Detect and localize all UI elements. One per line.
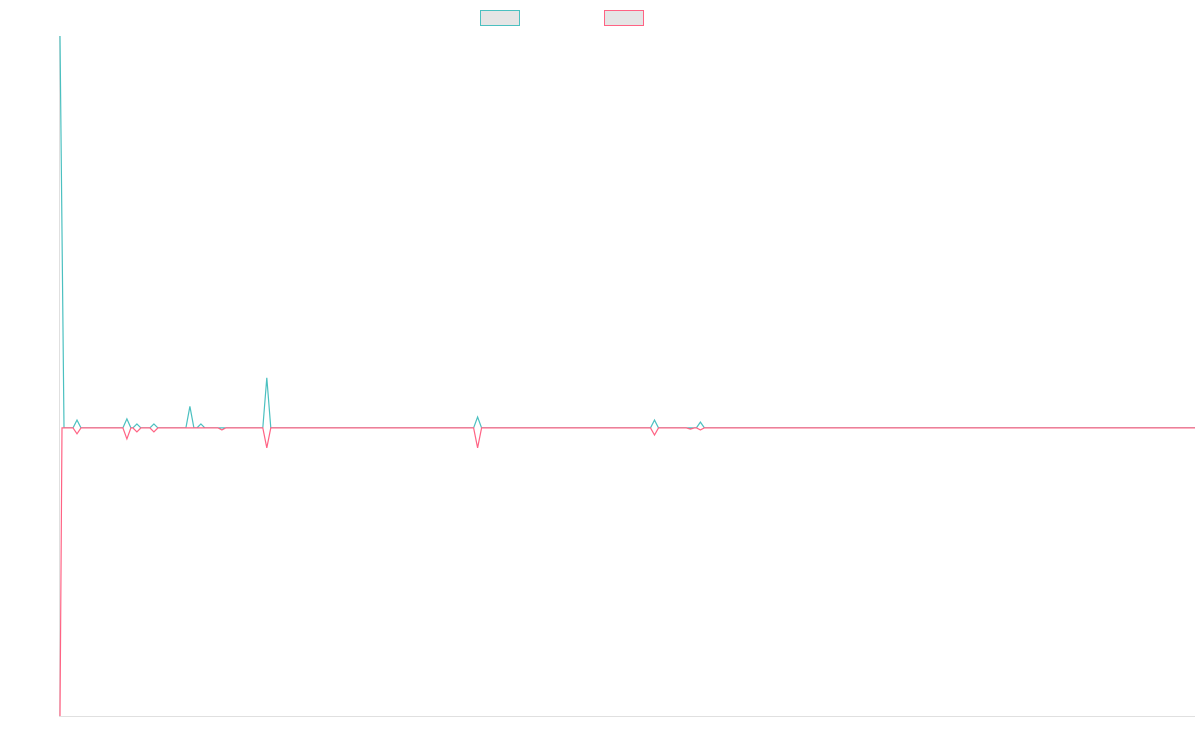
series-line-2 [59, 427, 1195, 717]
legend-item-series-1[interactable] [480, 10, 520, 26]
legend-item-series-2[interactable] [604, 10, 644, 26]
series-line-1 [59, 35, 1195, 429]
